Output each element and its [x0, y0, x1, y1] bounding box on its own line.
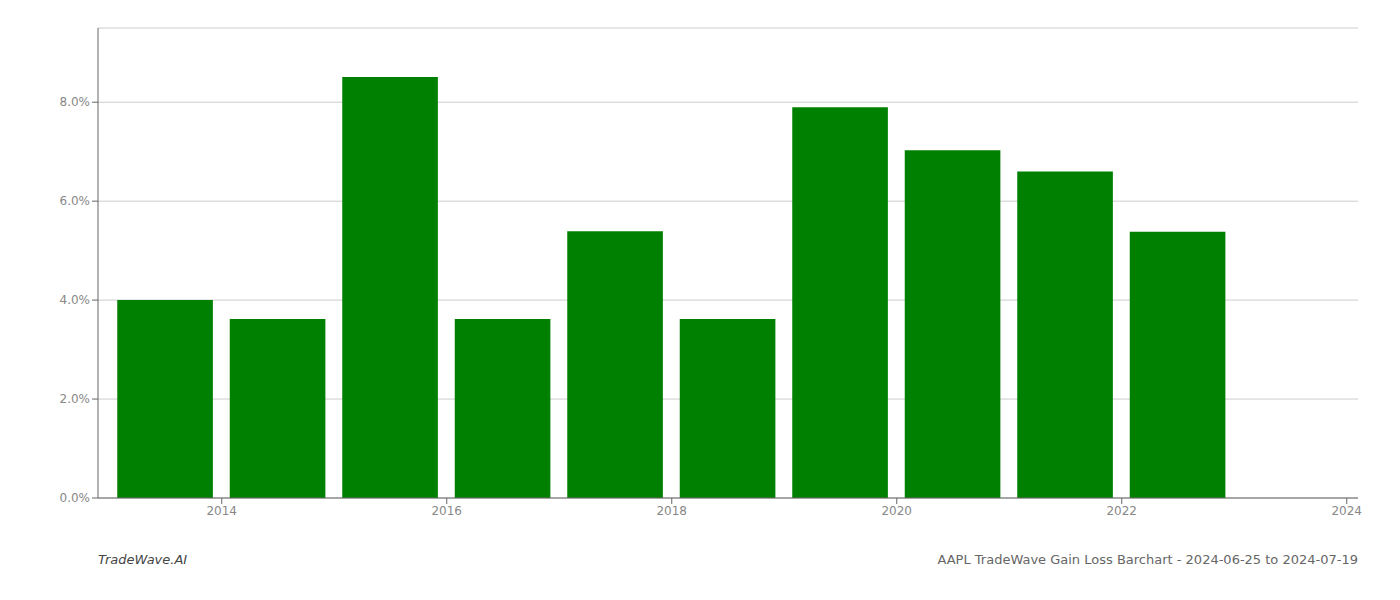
svg-text:2022: 2022 [1106, 504, 1137, 518]
svg-text:2020: 2020 [881, 504, 912, 518]
html-text:AAPL TradeWave Gain Loss Barch: AAPL TradeWave Gain Loss Barchart - 2024… [937, 552, 1358, 567]
svg-text:2014: 2014 [206, 504, 237, 518]
html-text:TradeWave.AI: TradeWave.AI [98, 552, 188, 567]
svg-text:2018: 2018 [656, 504, 687, 518]
svg-text:2.0%: 2.0% [60, 392, 91, 406]
svg-text:0.0%: 0.0% [60, 491, 91, 505]
svg-text:2024: 2024 [1331, 504, 1362, 518]
svg-text:2016: 2016 [431, 504, 462, 518]
svg-text:8.0%: 8.0% [60, 95, 91, 109]
svg-text:4.0%: 4.0% [60, 293, 91, 307]
svg-text:6.0%: 6.0% [60, 194, 91, 208]
